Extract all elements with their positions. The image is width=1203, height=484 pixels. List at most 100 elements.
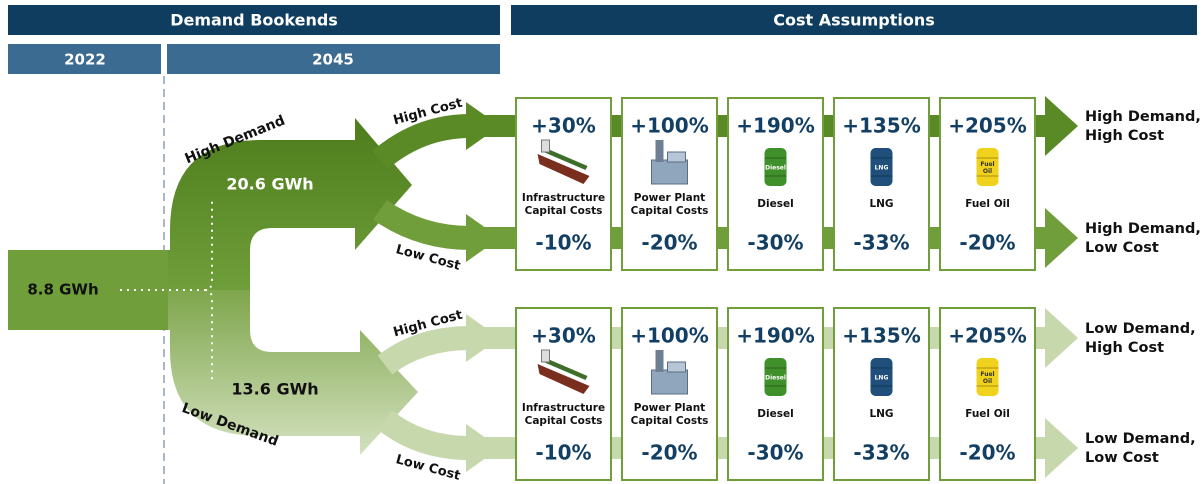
ship-icon <box>537 364 590 394</box>
branch-arrow <box>377 326 471 375</box>
cost-down: -33% <box>853 441 909 465</box>
plant-wing <box>667 361 686 373</box>
cost-up: +205% <box>948 324 1027 348</box>
year-bar <box>167 44 500 74</box>
cost-down: -20% <box>641 441 697 465</box>
cost-card <box>621 97 718 271</box>
outcome-head <box>1045 208 1078 268</box>
cost-up: +135% <box>842 324 921 348</box>
barrel-text: Diesel <box>765 375 786 382</box>
header-bar <box>511 5 1197 35</box>
cost-down: -20% <box>959 441 1015 465</box>
ship-deck <box>543 358 588 380</box>
cost-label: Fuel Oil <box>965 198 1010 210</box>
barrel-text: Diesel <box>765 165 786 172</box>
barrel-icon <box>764 358 787 396</box>
cost-label: Power Plant <box>634 402 705 414</box>
outcome-label: High Demand, <box>1085 109 1201 125</box>
cost-label: LNG <box>869 198 893 210</box>
header-title: Cost Assumptions <box>773 11 934 30</box>
high-flow <box>8 118 412 290</box>
outcome-head <box>1045 418 1078 478</box>
cost-up: +30% <box>531 324 596 348</box>
plant-stack <box>655 350 664 372</box>
outcome-label: High Cost <box>1085 128 1164 144</box>
cost-up: +30% <box>531 114 596 138</box>
ship-bridge <box>541 139 550 153</box>
cost-label: Diesel <box>757 408 793 420</box>
cost-up: +190% <box>736 324 815 348</box>
barrel-text: Oil <box>983 378 992 385</box>
outcome-label: High Demand, <box>1085 221 1201 237</box>
cost-down: -30% <box>747 441 803 465</box>
cost-up: +100% <box>630 324 709 348</box>
header-title: Demand Bookends <box>170 11 338 30</box>
branch-head <box>466 314 500 362</box>
cost-label: Capital Costs <box>631 205 709 217</box>
cost-label: Infrastructure <box>522 402 605 414</box>
barrel-text: Oil <box>983 168 992 175</box>
cost-up: +135% <box>842 114 921 138</box>
outcome-label: Low Cost <box>1085 240 1159 256</box>
barrel-icon <box>870 358 893 396</box>
barrel-icon <box>870 148 893 186</box>
ship-icon <box>537 154 590 184</box>
branch-head <box>466 424 500 472</box>
plant-icon <box>651 159 688 185</box>
outcome-stem <box>1040 115 1048 137</box>
outcome-label: Low Demand, <box>1085 431 1196 447</box>
demand-value: 20.6 GWh <box>226 175 313 194</box>
year-bar <box>8 44 161 74</box>
year-label: 2045 <box>312 51 354 69</box>
cost-up: +190% <box>736 114 815 138</box>
barrel-icon <box>764 148 787 186</box>
branch-arrow <box>372 114 471 170</box>
outcome-label: High Cost <box>1085 340 1164 356</box>
plant-wing <box>667 151 686 163</box>
outcome-head <box>1045 308 1078 368</box>
outcome-label: Low Demand, <box>1085 321 1196 337</box>
cost-up: +205% <box>948 114 1027 138</box>
cost-label: Fuel Oil <box>965 408 1010 420</box>
branch-arrow <box>373 200 471 250</box>
branch-head <box>466 102 500 150</box>
cost-down: -30% <box>747 231 803 255</box>
cost-label: Diesel <box>757 198 793 210</box>
cost-label: LNG <box>869 408 893 420</box>
outcome-head <box>1045 96 1078 156</box>
cost-label: Power Plant <box>634 192 705 204</box>
dotted-link <box>204 289 213 380</box>
base-value: 8.8 GWh <box>27 281 98 299</box>
outcome-stem <box>1040 227 1048 249</box>
barrel-icon <box>976 148 999 186</box>
branch-head <box>466 214 500 262</box>
cost-down: -10% <box>535 441 591 465</box>
outcome-stem <box>1040 327 1048 349</box>
barrel-text: LNG <box>875 165 889 172</box>
header-bar <box>8 5 500 35</box>
year-label: 2022 <box>64 51 106 69</box>
demand-value: 13.6 GWh <box>231 380 318 399</box>
cost-card <box>515 307 612 481</box>
barrel-text: Fuel <box>980 371 994 378</box>
cost-down: -33% <box>853 231 909 255</box>
cost-label: Capital Costs <box>631 415 709 427</box>
cost-card <box>621 307 718 481</box>
cost-down: -10% <box>535 231 591 255</box>
cost-label: Capital Costs <box>525 205 603 217</box>
ship-deck <box>543 148 588 170</box>
cost-card <box>515 97 612 271</box>
barrel-icon <box>976 358 999 396</box>
plant-stack <box>655 140 664 162</box>
low-flow <box>8 290 418 455</box>
barrel-text: Fuel <box>980 161 994 168</box>
outcome-label: Low Cost <box>1085 450 1159 466</box>
cost-label: Capital Costs <box>525 415 603 427</box>
cost-up: +100% <box>630 114 709 138</box>
outcome-stem <box>1040 437 1048 459</box>
barrel-text: LNG <box>875 375 889 382</box>
cost-down: -20% <box>959 231 1015 255</box>
branch-arrow <box>377 410 471 460</box>
cost-down: -20% <box>641 231 697 255</box>
